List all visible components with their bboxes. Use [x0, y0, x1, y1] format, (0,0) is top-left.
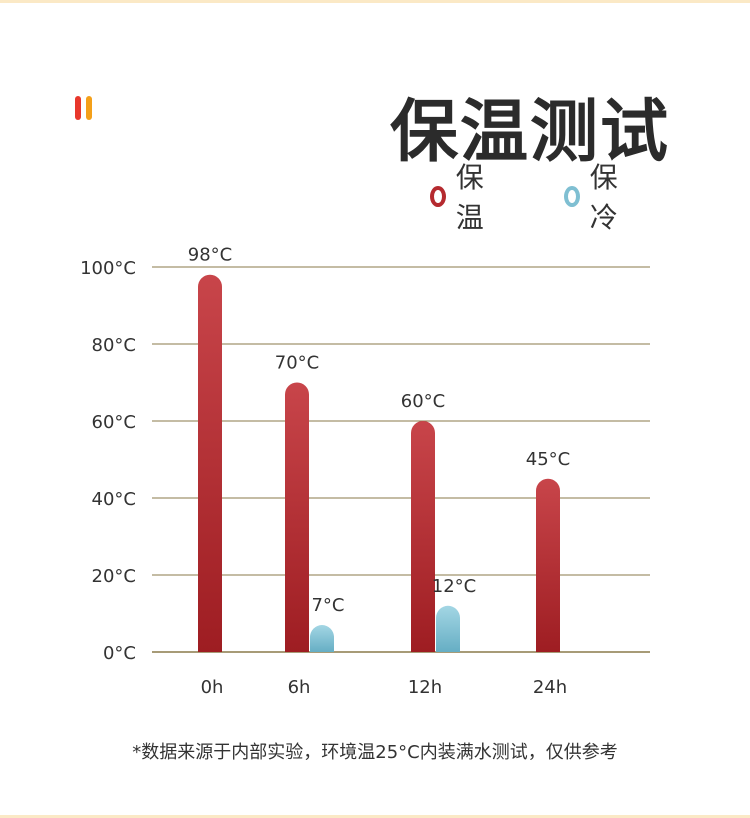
legend-warm-dot-icon [430, 185, 446, 207]
bar-warm-24h [536, 478, 560, 652]
x-axis-tick-labels: 0h 6h 12h 24h [201, 677, 568, 698]
data-label-cold-6h: 7°C [311, 595, 344, 616]
temperature-bar-chart: 0°C 20°C 40°C 60°C 80°C 100°C 98°C 70°C 60°C 45°… [80, 245, 650, 698]
bar-cold-12h [436, 605, 460, 652]
footnote: *数据来源于内部实验，环境温25°C内装满水测试，仅供参考 [132, 742, 618, 763]
data-label-warm-24h: 45°C [526, 449, 570, 470]
bar-cold-6h [310, 625, 334, 652]
data-label-warm-0h: 98°C [188, 245, 232, 266]
y-tick-label: 40°C [92, 489, 136, 510]
y-tick-label: 20°C [92, 566, 136, 587]
bar-warm-12h [411, 421, 435, 652]
data-labels: 98°C 70°C 60°C 45°C 7°C 12°C [188, 245, 570, 616]
y-tick-label: 0°C [103, 643, 136, 664]
y-tick-label: 80°C [92, 335, 136, 356]
legend-item-cold: 保冷 [564, 161, 623, 234]
data-label-cold-12h: 12°C [432, 576, 476, 597]
top-border-strip [0, 0, 750, 3]
page-title: 保温测试 [389, 93, 670, 172]
x-tick-label: 0h [201, 677, 224, 698]
legend-cold-label: 保冷 [589, 161, 618, 234]
legend-item-warm: 保温 [430, 161, 489, 234]
y-tick-label: 60°C [92, 412, 136, 433]
y-tick-label: 100°C [80, 258, 136, 279]
bar-warm-0h [198, 274, 222, 652]
x-tick-label: 6h [288, 677, 311, 698]
decoration-bar-orange [86, 96, 92, 120]
gridlines [152, 266, 650, 653]
decoration-bar-red [75, 96, 81, 120]
title-decoration [75, 96, 97, 120]
x-tick-label: 24h [533, 677, 567, 698]
legend-cold-dot-icon [564, 185, 580, 207]
data-label-warm-12h: 60°C [401, 391, 445, 412]
legend-warm-label: 保温 [455, 161, 484, 234]
bars [198, 274, 560, 652]
y-axis-tick-labels: 0°C 20°C 40°C 60°C 80°C 100°C [80, 258, 136, 664]
x-tick-label: 12h [408, 677, 442, 698]
bottom-border-strip [0, 815, 750, 818]
bar-warm-6h [285, 382, 309, 652]
data-label-warm-6h: 70°C [275, 353, 319, 374]
